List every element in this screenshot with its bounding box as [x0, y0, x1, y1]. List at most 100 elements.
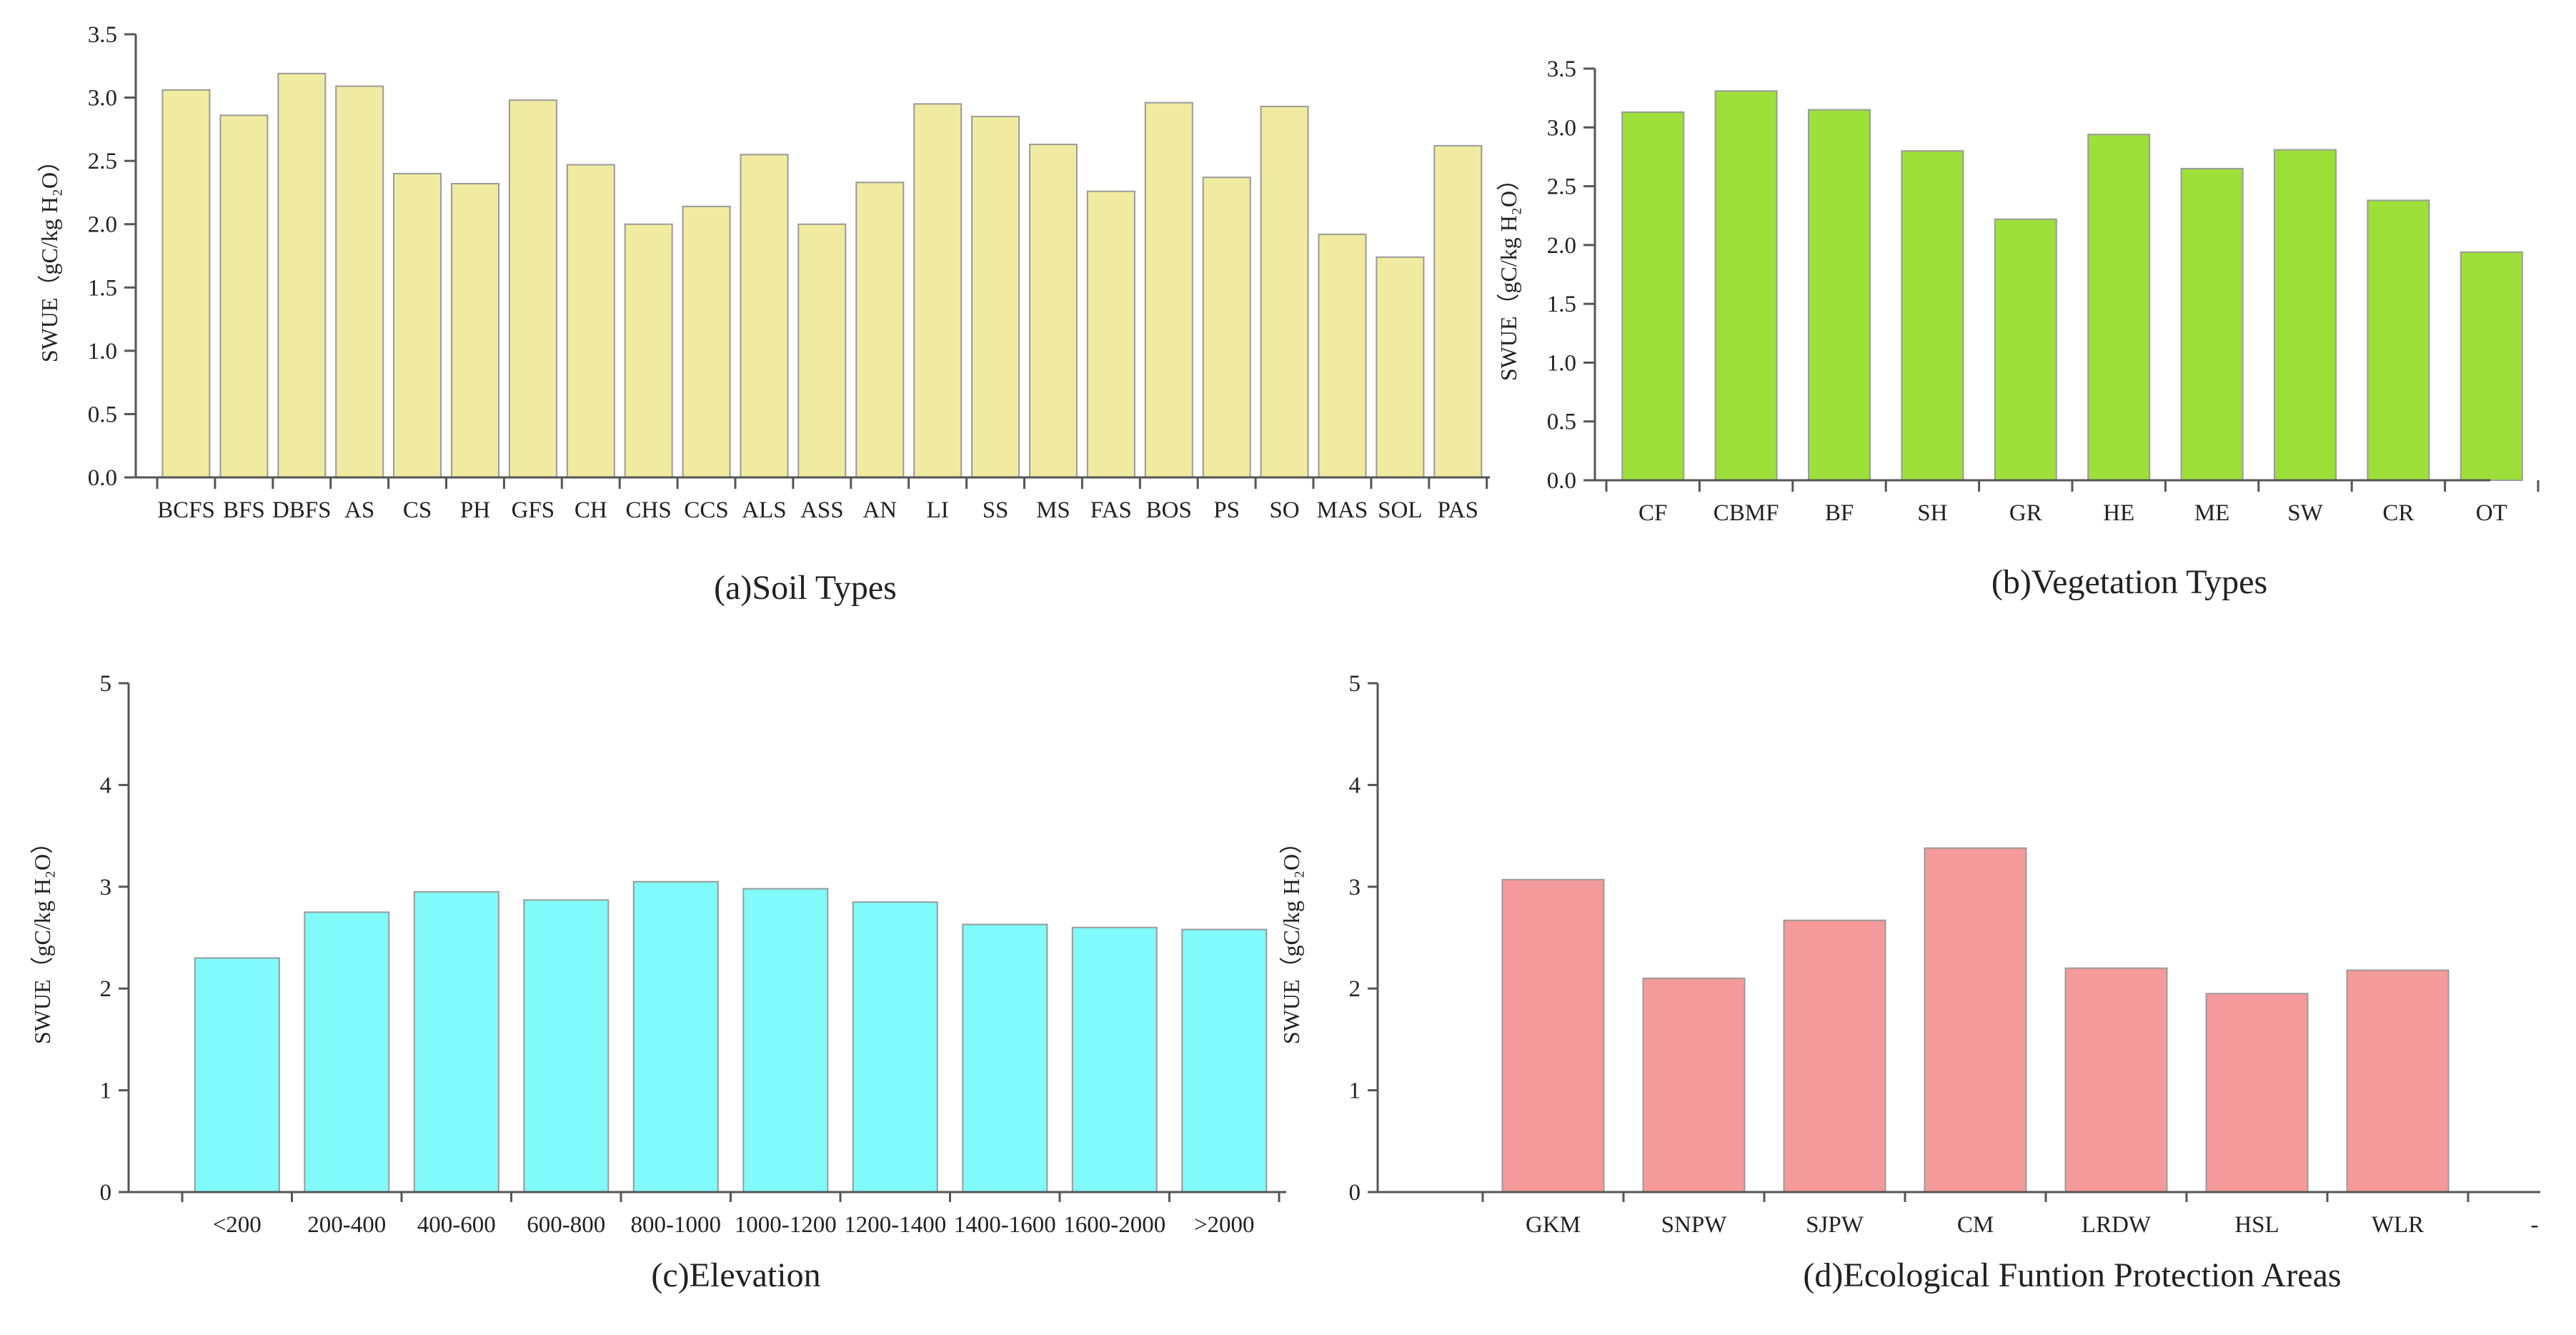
x-tick-label: CHS	[626, 497, 672, 523]
x-tick-label: FAS	[1090, 497, 1132, 523]
x-tick-label: SO	[1269, 497, 1299, 523]
x-tick-label: DBFS	[272, 497, 332, 523]
x-tick-label: SOL	[1378, 497, 1422, 523]
bar-DBFS	[277, 72, 327, 478]
y-tick-label: 2.5	[88, 149, 117, 174]
y-tick-label: 0.5	[1547, 410, 1576, 435]
bar-LI	[913, 103, 963, 478]
x-tick-label: 1400-1600	[954, 1212, 1056, 1238]
bar-SO	[1260, 106, 1309, 478]
x-tick-label: 600-800	[527, 1212, 605, 1238]
bar-ASS	[797, 223, 847, 478]
y-axis-title: SWUE（gC/kg H₂O）	[29, 831, 55, 1044]
x-tick-label: PAS	[1437, 497, 1478, 523]
y-axis-title: SWUE（gC/kg H₂O）	[36, 149, 62, 362]
bar-ALS	[740, 154, 789, 479]
bar-FAS	[1086, 190, 1135, 478]
x-tick-label: WLR	[2372, 1212, 2424, 1238]
bar-CCS	[682, 205, 731, 478]
x-tick-label: HE	[2103, 500, 2134, 526]
x-tick-label: GFS	[512, 497, 555, 523]
x-tick-label: HSL	[2234, 1212, 2279, 1238]
bar-200-400	[304, 911, 390, 1193]
x-tick-label: PH	[460, 497, 490, 523]
bar-HSL	[2205, 993, 2309, 1193]
bar-PS	[1202, 177, 1251, 478]
x-tick-label: CBMF	[1714, 500, 1779, 526]
y-axis-title: SWUE（gC/kg H₂O）	[1496, 168, 1521, 381]
x-tick-label: GKM	[1526, 1212, 1581, 1238]
bar-MAS	[1318, 233, 1367, 478]
x-tick-label: >2000	[1194, 1212, 1255, 1238]
bar-OT	[2460, 251, 2523, 481]
bar-WLR	[2346, 969, 2450, 1193]
x-tick-label: CCS	[684, 497, 728, 523]
x-tick-label: SNPW	[1661, 1212, 1728, 1238]
x-tick-label: BOS	[1146, 497, 1192, 523]
bar-BF	[1808, 109, 1871, 482]
bar-CH	[566, 164, 615, 478]
y-tick-label: 5	[100, 671, 112, 697]
bar-800-1000	[632, 880, 719, 1193]
x-tick-label: PS	[1213, 497, 1240, 523]
y-tick-label: 1.0	[88, 339, 117, 364]
chart-soil: 0.0 0.5 1.0 1.5 2.0 2.5 3.0 3.5 BCFS BFS DBFS AS CS P…	[36, 22, 1490, 607]
chart-elevation: 0 1 2 3 4 5 <200 200-400 400-600 600-800 800-1000 1…	[29, 671, 1286, 1294]
y-tick-label: 4	[1349, 773, 1361, 798]
x-tick-label: <200	[213, 1212, 262, 1238]
x-tick-label: 800-1000	[631, 1212, 722, 1238]
chart-caption: (a)Soil Types	[714, 569, 897, 607]
y-tick-label: 3.5	[1547, 56, 1576, 82]
bar-SJPW	[1783, 919, 1886, 1193]
x-tick-label: CH	[575, 497, 607, 523]
y-tick-label: 0	[1349, 1180, 1361, 1206]
bar-1400-1600	[962, 923, 1048, 1193]
y-tick-label: 1.5	[1547, 292, 1576, 317]
x-tick-label: SH	[1917, 500, 1947, 526]
x-tick-label-trailing: -	[2531, 1212, 2539, 1238]
bar-CF	[1621, 111, 1685, 481]
x-tick-label: LI	[927, 497, 949, 523]
x-tick-label: SS	[983, 497, 1009, 523]
bar->2000	[1181, 928, 1268, 1193]
chart-vegetation: 0.0 0.5 1.0 1.5 2.0 2.5 3.0 3.5 CF CBMF BF SH GR HE ME…	[1496, 56, 2540, 601]
x-tick-label: ALS	[742, 497, 786, 523]
bar-PH	[451, 183, 499, 478]
bar-GR	[1994, 218, 2057, 481]
bar-MS	[1029, 144, 1078, 478]
y-tick-label: 0.0	[88, 465, 117, 491]
x-tick-label: GR	[2009, 500, 2042, 526]
y-tick-label: 0	[100, 1180, 112, 1206]
bar-PAS	[1433, 144, 1483, 478]
y-tick-label: 0.5	[88, 402, 117, 427]
bar-CS	[393, 172, 442, 478]
bar-SNPW	[1642, 978, 1746, 1193]
x-tick-label: 400-600	[417, 1212, 496, 1238]
chart-caption: (b)Vegetation Types	[1991, 563, 2267, 601]
chart-caption: (d)Ecological Funtion Protection Areas	[1803, 1256, 2341, 1294]
x-tick-label: SJPW	[1806, 1212, 1864, 1238]
x-tick-label: CF	[1638, 500, 1667, 526]
x-tick-label: ASS	[800, 497, 844, 523]
x-tick-label: AN	[862, 497, 897, 523]
bar-SH	[1901, 150, 1964, 481]
x-tick-label: MAS	[1317, 497, 1368, 523]
x-tick-label: CM	[1957, 1212, 1994, 1238]
bar-CBMF	[1714, 90, 1778, 482]
x-tick-label: 1600-2000	[1063, 1212, 1165, 1238]
bar-600-800	[523, 899, 610, 1193]
y-tick-label: 3	[100, 875, 112, 900]
bar-SS	[971, 116, 1020, 478]
bar-SW	[2274, 149, 2337, 481]
y-tick-label: 2.0	[1547, 233, 1576, 259]
y-tick-label: 5	[1349, 671, 1361, 697]
y-tick-label: 2	[100, 976, 112, 1002]
bar-BOS	[1144, 101, 1193, 478]
x-tick-label: 200-400	[307, 1212, 386, 1238]
y-tick-label: 1	[100, 1078, 112, 1104]
bar-400-600	[413, 890, 499, 1193]
y-tick-label: 0.0	[1547, 468, 1576, 494]
x-tick-label: LRDW	[2082, 1212, 2152, 1238]
y-tick-label: 4	[100, 773, 112, 798]
